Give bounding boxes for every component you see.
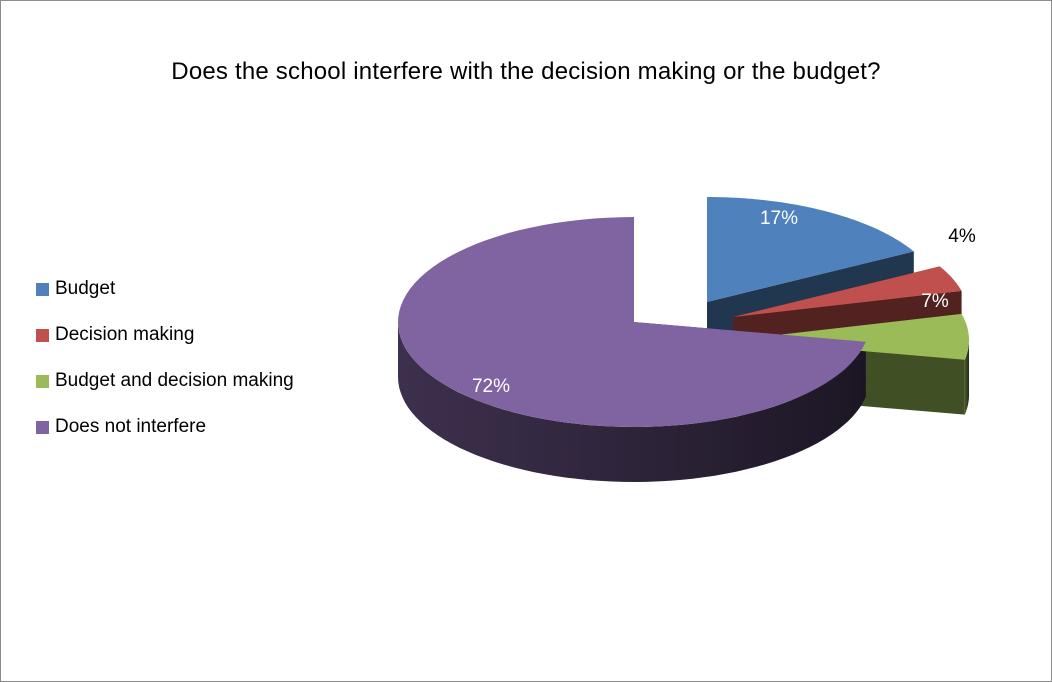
legend-swatch-budget-and-decision-making — [36, 374, 49, 388]
legend-label-budget-and-decision-making: Budget and decision making — [55, 370, 294, 391]
pie-slice-outer-wall-budget-and-decision-making — [964, 340, 969, 415]
legend-swatch-decision-making — [36, 328, 49, 342]
legend: Budget Decision making Budget and decisi… — [36, 266, 294, 450]
pie-slice-budget — [707, 197, 914, 302]
legend-item-budget-and-decision-making: Budget and decision making — [36, 358, 294, 404]
data-label-decision-making: 4% — [948, 226, 976, 247]
data-label-does-not-interfere: 72% — [472, 376, 510, 397]
legend-item-budget: Budget — [36, 266, 294, 312]
legend-label-budget: Budget — [55, 278, 116, 299]
legend-label-decision-making: Decision making — [55, 324, 195, 345]
pie-slice-does-not-interfere — [398, 217, 866, 427]
legend-swatch-does-not-interfere — [36, 420, 49, 434]
data-label-budget-and-decision-making: 7% — [921, 291, 949, 312]
pie-slice-decision-making — [733, 266, 962, 317]
legend-label-does-not-interfere: Does not interfere — [55, 416, 207, 437]
pie-slice-outer-wall-does-not-interfere — [398, 322, 866, 482]
chart-title: Does the school interfere with the decis… — [171, 58, 881, 85]
legend-item-decision-making: Decision making — [36, 312, 294, 358]
pie-slice-budget-and-decision-making — [733, 313, 969, 360]
data-label-budget: 17% — [760, 208, 798, 229]
legend-swatch-budget — [36, 282, 49, 296]
legend-item-does-not-interfere: Does not interfere — [36, 404, 294, 450]
